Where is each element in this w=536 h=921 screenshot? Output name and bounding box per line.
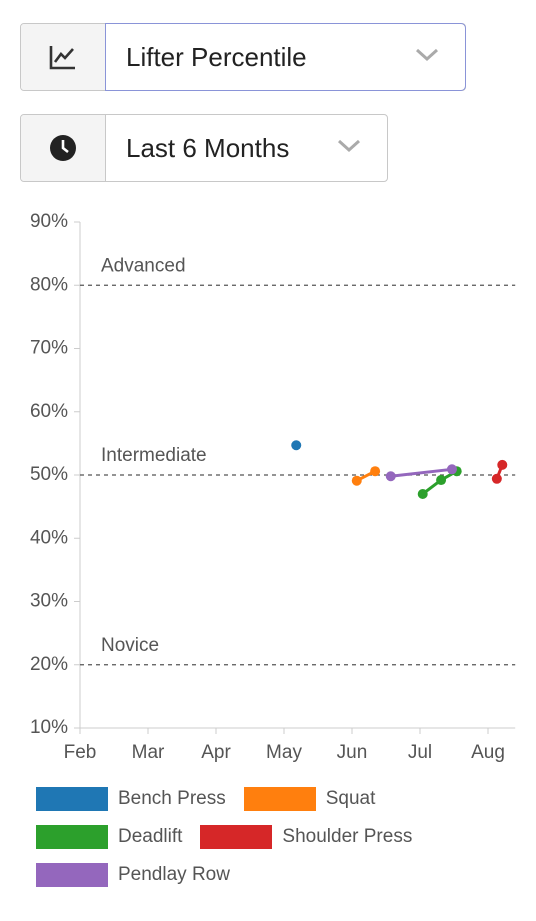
reference-label: Novice xyxy=(101,635,159,656)
legend: Bench Press Squat Deadlift Shoulder Press Pe… xyxy=(36,787,456,887)
legend-label: Squat xyxy=(325,788,376,809)
legend-label: Bench Press xyxy=(118,788,226,809)
legend-item[interactable]: Bench Press xyxy=(36,787,226,811)
legend-label: Shoulder Press xyxy=(282,826,413,847)
x-tick-label: Feb xyxy=(64,742,97,763)
data-point xyxy=(291,440,302,451)
chart-glyph xyxy=(49,46,75,70)
reference-label: Intermediate xyxy=(101,445,207,466)
chevron xyxy=(337,139,361,153)
legend-swatch xyxy=(36,863,108,887)
legend-swatch xyxy=(36,787,108,811)
data-point xyxy=(417,488,428,499)
reference-label: Advanced xyxy=(101,255,186,276)
y-tick-label: 40% xyxy=(30,527,68,548)
x-tick-label: May xyxy=(266,742,302,763)
legend-swatch xyxy=(200,825,273,849)
y-tick-label: 20% xyxy=(30,654,68,675)
x-tick-label: Apr xyxy=(201,742,231,763)
legend-label: Pendlay Row xyxy=(118,864,230,885)
legend-item[interactable]: Squat xyxy=(243,787,376,811)
data-point xyxy=(497,459,508,470)
x-tick-label: Mar xyxy=(132,742,165,763)
legend-label: Deadlift xyxy=(118,826,183,847)
series-line xyxy=(390,467,453,478)
y-tick-label: 80% xyxy=(30,274,68,295)
legend-item[interactable]: Pendlay Row xyxy=(36,863,230,887)
period-dropdown[interactable]: Last 6 Months xyxy=(20,114,388,182)
data-point xyxy=(370,466,381,477)
y-tick-label: 50% xyxy=(30,464,68,485)
y-tick-label: 60% xyxy=(30,401,68,422)
data-point xyxy=(491,473,502,484)
data-point xyxy=(351,475,362,486)
y-tick-label: 30% xyxy=(30,591,68,612)
y-tick-label: 70% xyxy=(30,338,68,359)
data-point xyxy=(436,475,447,486)
data-point xyxy=(446,464,457,475)
metric-dropdown[interactable]: Lifter Percentile xyxy=(20,23,466,91)
clock-icon xyxy=(21,115,106,181)
period-select[interactable]: Last 6 Months xyxy=(106,115,387,181)
x-tick-label: Jun xyxy=(337,742,368,763)
period-value: Last 6 Months xyxy=(126,132,290,163)
y-tick-label: 10% xyxy=(30,717,68,738)
metric-value: Lifter Percentile xyxy=(126,41,307,72)
legend-item[interactable]: Shoulder Press xyxy=(200,825,412,849)
clock-glyph xyxy=(50,135,76,161)
y-tick-label: 90% xyxy=(30,211,68,232)
x-tick-label: Aug xyxy=(471,742,505,763)
data-point xyxy=(385,471,396,482)
legend-swatch xyxy=(36,825,108,849)
chevron xyxy=(415,48,439,62)
legend-swatch xyxy=(243,787,316,811)
x-tick-label: Jul xyxy=(408,742,432,763)
legend-item[interactable]: Deadlift xyxy=(36,825,182,849)
metric-select[interactable]: Lifter Percentile xyxy=(105,23,466,91)
chart-icon xyxy=(21,24,106,90)
chart: 10% 20% 30% 40% 50% 60% 70% 80% 90% Feb Mar Apr May J… xyxy=(30,211,516,763)
